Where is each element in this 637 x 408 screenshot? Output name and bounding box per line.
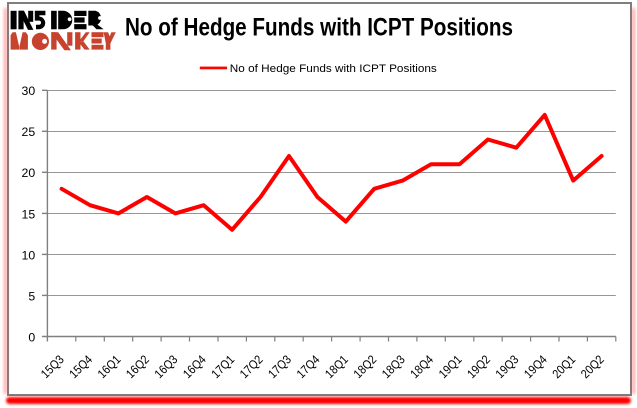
svg-text:19Q1: 19Q1 bbox=[436, 352, 465, 381]
svg-text:15Q3: 15Q3 bbox=[38, 352, 67, 381]
svg-text:16Q4: 16Q4 bbox=[180, 352, 209, 381]
svg-text:0: 0 bbox=[28, 330, 35, 344]
svg-text:20Q1: 20Q1 bbox=[550, 352, 579, 381]
svg-text:17Q4: 17Q4 bbox=[294, 352, 323, 381]
svg-text:5: 5 bbox=[28, 289, 35, 303]
svg-text:16Q1: 16Q1 bbox=[95, 352, 124, 381]
svg-text:20: 20 bbox=[22, 166, 36, 180]
svg-text:No of Hedge Funds with ICPT Po: No of Hedge Funds with ICPT Positions bbox=[230, 63, 438, 75]
svg-text:20Q2: 20Q2 bbox=[578, 352, 607, 381]
svg-text:19Q2: 19Q2 bbox=[464, 352, 493, 381]
svg-text:18Q4: 18Q4 bbox=[407, 352, 436, 381]
svg-text:18Q1: 18Q1 bbox=[322, 352, 351, 381]
svg-text:18Q3: 18Q3 bbox=[379, 352, 408, 381]
svg-text:15Q4: 15Q4 bbox=[66, 352, 95, 381]
svg-text:10: 10 bbox=[22, 248, 36, 262]
svg-text:18Q2: 18Q2 bbox=[351, 352, 380, 381]
svg-text:15: 15 bbox=[22, 207, 36, 221]
svg-text:19Q4: 19Q4 bbox=[521, 352, 550, 381]
svg-text:17Q1: 17Q1 bbox=[209, 352, 238, 381]
svg-text:19Q3: 19Q3 bbox=[493, 352, 522, 381]
svg-text:17Q3: 17Q3 bbox=[265, 352, 294, 381]
svg-text:25: 25 bbox=[22, 125, 36, 139]
svg-text:16Q2: 16Q2 bbox=[123, 352, 152, 381]
svg-text:30: 30 bbox=[22, 84, 36, 98]
svg-text:No of Hedge Funds with ICPT Po: No of Hedge Funds with ICPT Positions bbox=[125, 14, 513, 42]
svg-text:16Q3: 16Q3 bbox=[152, 352, 181, 381]
svg-text:17Q2: 17Q2 bbox=[237, 352, 266, 381]
